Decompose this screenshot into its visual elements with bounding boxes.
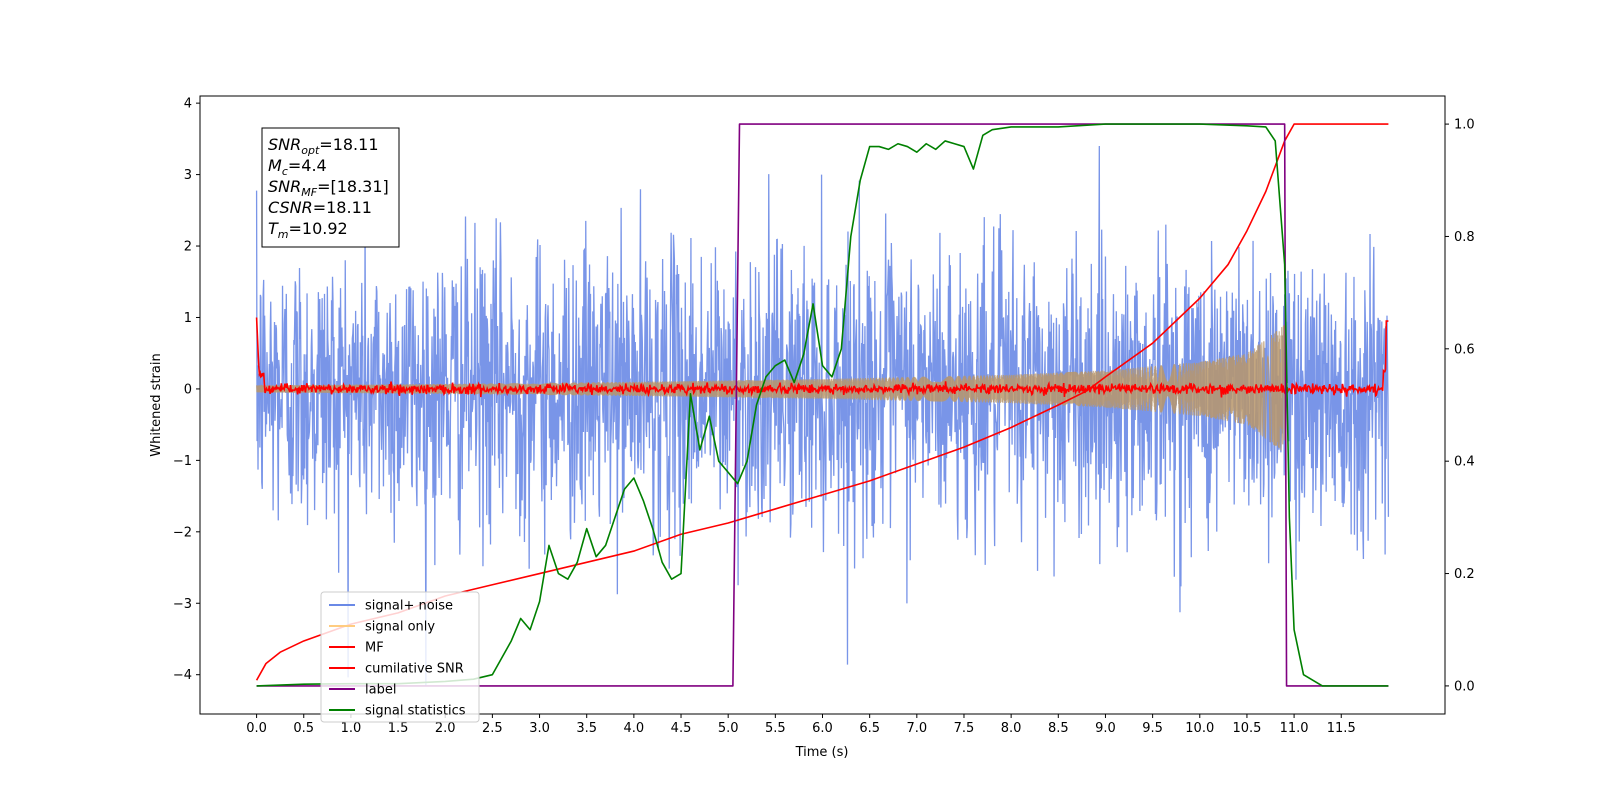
x-tick-label: 6.0 xyxy=(812,721,833,736)
legend-items: signal+ noise signal only MF cumilative SNR… xyxy=(329,599,466,719)
x-tick-label: 5.0 xyxy=(718,721,739,736)
annotation-frame xyxy=(261,127,400,248)
x-tick-label: 10.5 xyxy=(1232,721,1261,736)
legend-label: label xyxy=(365,683,396,698)
y2-tick-label: 0.8 xyxy=(1454,230,1475,245)
x-tick-label: 4.0 xyxy=(624,721,645,736)
legend-label: cumilative SNR xyxy=(365,662,464,677)
y2-tick-label: 0.0 xyxy=(1454,679,1475,694)
annotation-line: Mc=4.4 xyxy=(268,156,327,178)
series-signal-noise xyxy=(255,146,1390,686)
y-axis-right: 1.0 0.8 0.6 0.4 0.2 0.0 xyxy=(1445,118,1475,694)
y-tick-label: 1 xyxy=(184,311,192,326)
x-tick-label: 11.5 xyxy=(1327,721,1356,736)
series-label xyxy=(256,123,1389,687)
legend-label: MF xyxy=(365,641,384,656)
x-tick-label: 0.0 xyxy=(246,721,267,736)
y-tick-label: 4 xyxy=(184,97,192,112)
annotation-line: SNRopt=18.11 xyxy=(268,135,379,157)
x-tick-label: 8.0 xyxy=(1001,721,1022,736)
annotation-lines: SNRopt=18.11Mc=4.4SNRMF=[18.31]CSNR=18.1… xyxy=(268,135,389,241)
x-tick-label: 10.0 xyxy=(1185,721,1214,736)
x-tick-label: 5.5 xyxy=(765,721,786,736)
x-tick-label: 1.0 xyxy=(341,721,362,736)
x-axis: 0.0 0.5 1.0 1.5 2.0 2.5 3.0 3.5 4.0 4.5 5.0 5.5 6.0 6… xyxy=(246,714,1356,736)
x-axis-title: Time (s) xyxy=(795,745,849,760)
y-tick-label: 3 xyxy=(184,168,192,183)
legend-frame xyxy=(320,591,480,723)
y2-tick-label: 0.2 xyxy=(1454,567,1475,582)
y2-tick-label: 1.0 xyxy=(1454,118,1475,133)
annotation-line: SNRMF=[18.31] xyxy=(268,177,389,199)
series-mf xyxy=(255,317,1389,398)
x-tick-label: 8.5 xyxy=(1048,721,1069,736)
y-axis-title: Whitened strain xyxy=(149,353,164,456)
series-signal-statistics xyxy=(256,123,1389,687)
legend-label: signal+ noise xyxy=(365,599,453,614)
y-tick-label: −2 xyxy=(173,525,192,540)
y-tick-label: 2 xyxy=(184,240,192,255)
y2-tick-label: 0.4 xyxy=(1454,455,1475,470)
x-tick-label: 6.5 xyxy=(859,721,880,736)
x-tick-label: 3.5 xyxy=(576,721,597,736)
annotation-line: Tm=10.92 xyxy=(268,219,348,241)
x-tick-label: 11.0 xyxy=(1280,721,1309,736)
legend: signal+ noise signal only MF cumilative SNR… xyxy=(320,591,480,723)
y-tick-label: −3 xyxy=(173,597,192,612)
x-tick-label: 4.5 xyxy=(671,721,692,736)
x-tick-label: 9.5 xyxy=(1142,721,1163,736)
x-tick-label: 1.5 xyxy=(388,721,409,736)
x-tick-label: 7.0 xyxy=(906,721,927,736)
y-axis-left: 4 3 2 1 0 −1 −2 −3 −4 xyxy=(173,97,200,683)
x-tick-label: 0.5 xyxy=(293,721,314,736)
annotation-line: CSNR=18.11 xyxy=(268,198,372,217)
legend-label: signal statistics xyxy=(365,704,466,719)
x-tick-label: 7.5 xyxy=(954,721,975,736)
annotation-box: SNRopt=18.11Mc=4.4SNRMF=[18.31]CSNR=18.1… xyxy=(261,127,400,248)
x-tick-label: 2.5 xyxy=(482,721,503,736)
x-tick-label: 9.0 xyxy=(1095,721,1116,736)
x-tick-label: 2.0 xyxy=(435,721,456,736)
y-tick-label: −1 xyxy=(173,454,192,469)
y-tick-label: 0 xyxy=(184,382,192,397)
y-tick-label: −4 xyxy=(173,668,192,683)
legend-label: signal only xyxy=(365,620,435,635)
y2-tick-label: 0.6 xyxy=(1454,342,1475,357)
x-tick-label: 3.0 xyxy=(529,721,550,736)
